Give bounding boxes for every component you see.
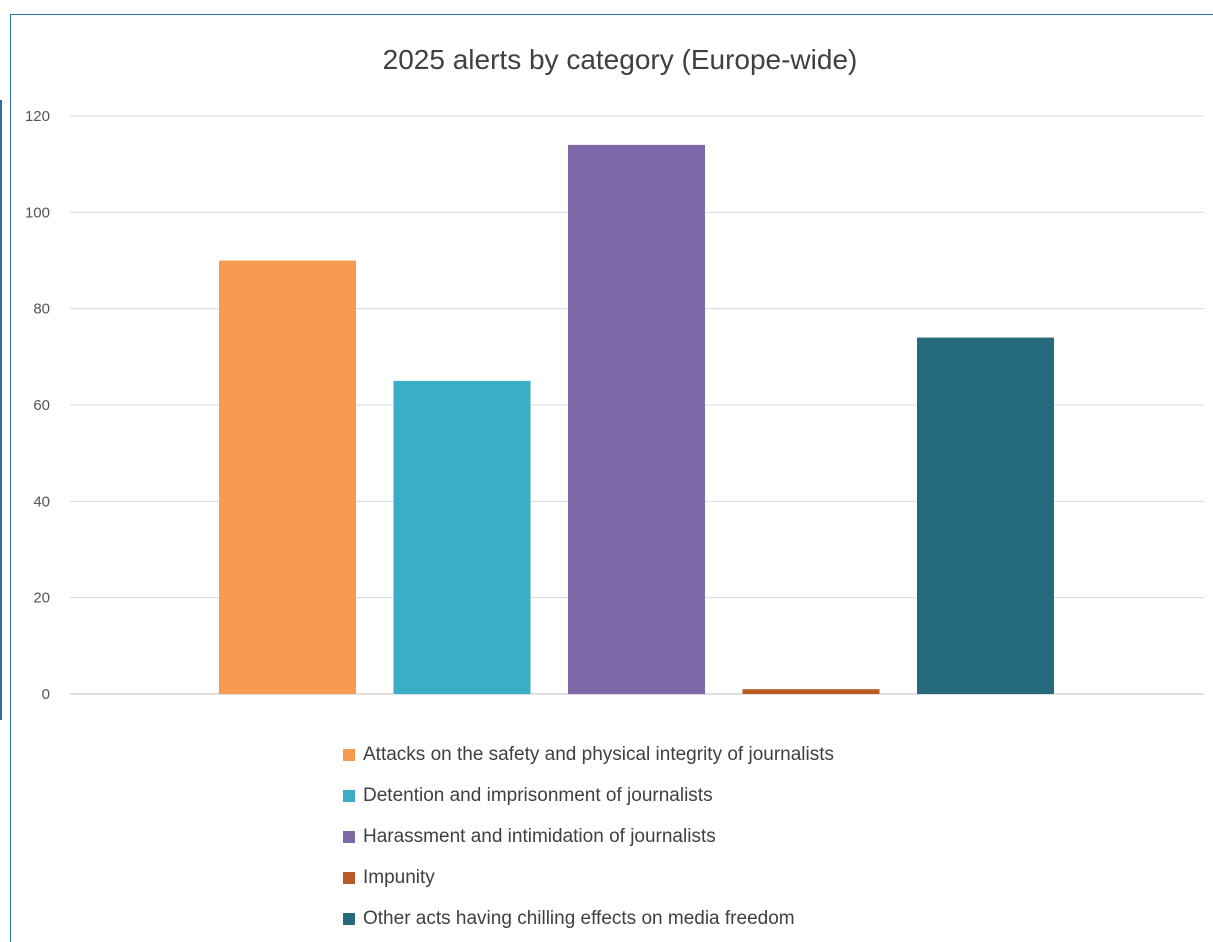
y-axis-ticks: 0 20 40 60 80 100 120 [25,108,50,703]
y-tick-label: 120 [25,108,50,125]
y-tick-label: 80 [33,301,50,318]
legend: Attacks on the safety and physical integ… [343,734,834,939]
legend-label: Detention and imprisonment of journalist… [363,784,713,806]
y-tick-label: 20 [33,590,50,607]
legend-item: Attacks on the safety and physical integ… [343,734,834,775]
legend-label: Attacks on the safety and physical integ… [363,743,835,765]
legend-label: Other acts having chilling effects on me… [363,907,795,929]
left-border [0,100,2,720]
chart-title: 2025 alerts by category (Europe-wide) [382,44,858,75]
legend-label: Impunity [363,866,435,888]
legend-item: Other acts having chilling effects on me… [343,898,834,939]
y-tick-label: 60 [33,397,50,414]
bar [742,689,880,694]
legend-item: Harassment and intimidation of journalis… [343,816,834,857]
legend-swatch [343,748,355,761]
legend-item: Detention and imprisonment of journalist… [343,775,834,816]
y-tick-label: 0 [42,686,50,703]
bar [219,260,356,694]
legend-label: Harassment and intimidation of journalis… [363,825,716,847]
y-tick-label: 40 [33,493,50,510]
bar [393,380,531,694]
bar [917,337,1054,694]
legend-item: Impunity [343,857,834,898]
legend-swatch [343,871,355,884]
bars [219,144,1054,694]
legend-swatch [343,830,355,843]
legend-swatch [343,789,355,802]
bar-chart: 0 20 40 60 80 100 120 [25,108,1204,703]
legend-swatch [343,912,355,925]
bar [568,144,705,694]
y-tick-label: 100 [25,204,50,221]
